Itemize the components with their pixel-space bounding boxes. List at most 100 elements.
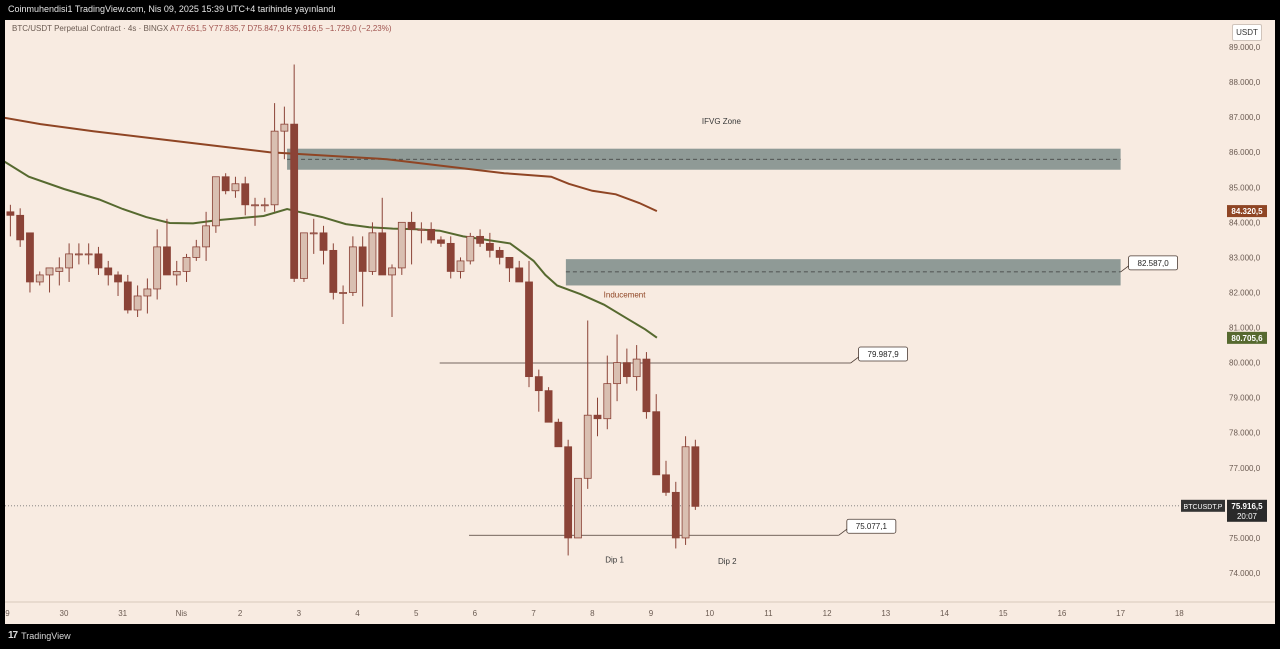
candle xyxy=(427,222,436,244)
candle-up-body xyxy=(280,123,289,132)
candle xyxy=(84,243,93,265)
x-tick-label: 14 xyxy=(940,609,949,618)
candle xyxy=(153,229,162,300)
candle xyxy=(300,232,308,282)
candle-up-body xyxy=(466,235,475,262)
candle-down-body xyxy=(544,390,553,423)
candle xyxy=(309,218,318,254)
candle-up-body xyxy=(583,414,592,479)
candle-down-body xyxy=(241,183,250,206)
callout-leader xyxy=(850,356,859,364)
candle-down-body xyxy=(534,376,543,392)
x-tick-label: 13 xyxy=(881,609,890,618)
candle-up-body xyxy=(45,267,54,276)
candle-up-body xyxy=(84,253,93,256)
candle xyxy=(642,352,651,419)
tradingview-logo[interactable]: 17 TradingView xyxy=(8,630,71,641)
candle xyxy=(662,460,670,496)
candle-up-body xyxy=(339,292,347,294)
candle-up-body xyxy=(172,271,181,276)
candle-down-body xyxy=(221,176,230,192)
candle-up-body xyxy=(260,204,269,207)
candle-up-body xyxy=(55,267,64,272)
y-tick-label: 77.000,0 xyxy=(1229,464,1261,473)
y-tick-label: 78.000,0 xyxy=(1229,429,1261,438)
y-tick-label: 79.000,0 xyxy=(1229,394,1261,403)
y-tick-label: 83.000,0 xyxy=(1229,253,1261,262)
candle-down-body xyxy=(290,123,299,279)
chart-header: BTC/USDT Perpetual Contract · 4s · BINGX… xyxy=(12,24,392,33)
publish-text: Coinmuhendisi1 TradingView.com, Nis 09, … xyxy=(8,4,336,14)
candle xyxy=(55,257,64,286)
candle xyxy=(691,439,700,510)
candle-down-body xyxy=(26,232,34,283)
candle xyxy=(368,222,377,275)
ohlc-label: A77.651,5 Y77.835,7 D75.847,9 K75.916,5 … xyxy=(170,24,392,33)
x-tick-label: 6 xyxy=(473,609,478,618)
candle xyxy=(211,176,220,233)
candle xyxy=(6,204,15,237)
candle-down-body xyxy=(358,246,367,272)
candle-up-body xyxy=(456,260,465,272)
annotation-dip-2: Dip 2 xyxy=(718,557,737,566)
candle-down-body xyxy=(671,491,680,539)
candle xyxy=(593,397,602,437)
symbol-label: BTC/USDT Perpetual Contract · 4s · BINGX xyxy=(12,24,169,33)
candle xyxy=(378,197,387,276)
candle xyxy=(554,418,563,448)
callout-support-box xyxy=(846,518,897,534)
candle-up-body xyxy=(74,253,83,256)
x-tick-label: 8 xyxy=(590,609,595,618)
x-tick-label: 17 xyxy=(1116,609,1125,618)
candle xyxy=(681,436,690,545)
candle xyxy=(613,334,621,402)
candle-down-body xyxy=(407,221,416,230)
x-tick-label: 10 xyxy=(705,609,714,618)
candle xyxy=(16,208,25,247)
candle xyxy=(65,243,74,282)
candle-up-body xyxy=(133,295,142,311)
candle xyxy=(133,285,142,318)
candle-up-body xyxy=(309,232,318,235)
candle xyxy=(652,394,661,476)
candle xyxy=(26,232,34,293)
candle xyxy=(603,355,612,430)
candle xyxy=(505,256,514,282)
x-tick-label: 11 xyxy=(764,609,773,618)
tradingview-logo-text: TradingView xyxy=(21,630,71,641)
chart-panel[interactable]: 89.000,0 88.000,0 87.000,0 86.000,0 85.000,0… xyxy=(5,20,1275,624)
candle-down-body xyxy=(691,446,700,507)
x-tick-label: 3 xyxy=(297,609,302,618)
candle xyxy=(534,369,543,412)
x-tick-label: 29 xyxy=(5,609,10,618)
candle xyxy=(172,260,181,286)
candle-down-body xyxy=(6,211,15,216)
y-tick-label: 88.000,0 xyxy=(1229,78,1261,87)
candle xyxy=(94,246,103,275)
candle-up-body xyxy=(251,204,259,207)
y-tick-label: 81.000,0 xyxy=(1229,324,1261,333)
current-price-text: 75.916,5 xyxy=(1231,502,1263,511)
tradingview-logo-icon: 17 xyxy=(8,630,18,641)
ema-slow-line xyxy=(5,116,658,213)
candle xyxy=(574,477,582,539)
publish-bar: Coinmuhendisi1 TradingView.com, Nis 09, … xyxy=(0,0,1280,18)
candle xyxy=(485,232,494,258)
price-chart[interactable]: 89.000,0 88.000,0 87.000,0 86.000,0 85.000,0… xyxy=(5,20,1275,624)
candle xyxy=(397,221,406,275)
candle xyxy=(123,274,132,314)
currency-button[interactable]: USDT xyxy=(1232,24,1262,41)
candle-down-body xyxy=(16,214,25,241)
candle xyxy=(163,218,171,276)
callout-support-text: 75.077,1 xyxy=(856,522,888,531)
candle-down-body xyxy=(564,446,573,539)
candle xyxy=(74,243,83,265)
candle-up-body xyxy=(632,358,641,378)
candle xyxy=(583,320,592,489)
callout-leader xyxy=(838,528,848,536)
candle xyxy=(417,222,426,244)
annotation-inducement: Inducement xyxy=(604,291,647,300)
candle xyxy=(339,285,347,325)
candle-down-body xyxy=(642,358,651,413)
ema-fast-line xyxy=(5,160,658,339)
